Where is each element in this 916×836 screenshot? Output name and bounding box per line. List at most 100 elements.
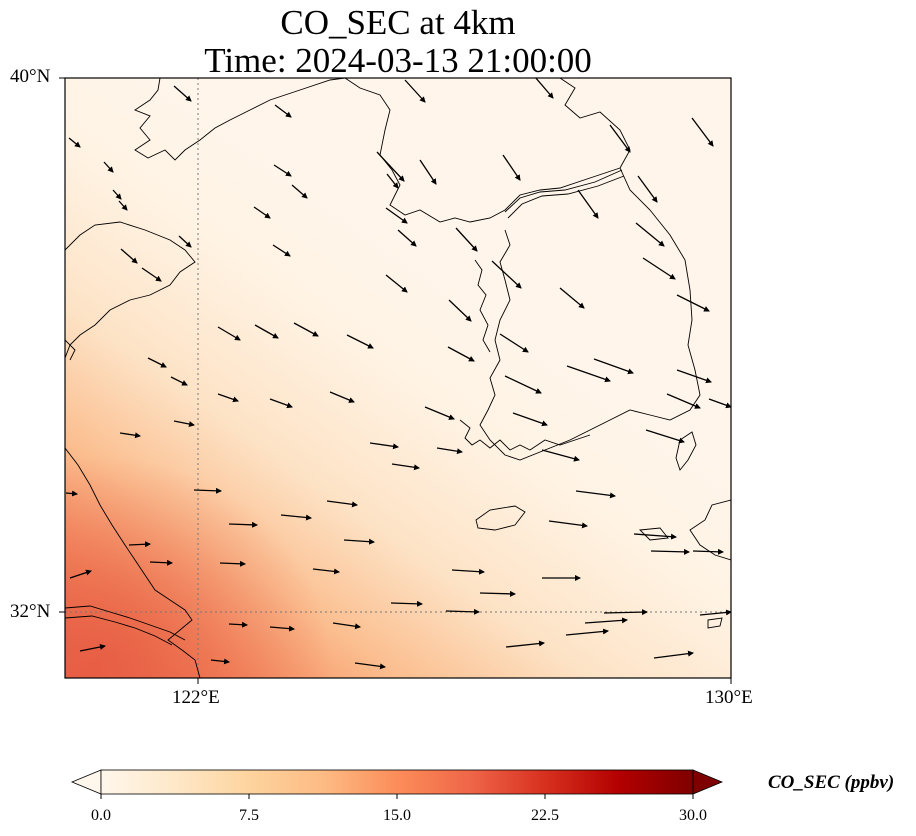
wind-vectors <box>65 78 731 670</box>
river-yalu <box>504 169 623 213</box>
wind-arrow <box>577 189 599 219</box>
wind-arrow <box>254 324 279 339</box>
wind-arrow <box>404 79 426 103</box>
lat-label-40: 40°N <box>10 66 51 87</box>
wind-arrow <box>445 608 480 615</box>
map-title-line1: CO_SEC at 4km <box>280 3 516 42</box>
wind-arrow <box>178 235 192 248</box>
coastline-jeju <box>475 505 526 531</box>
wind-arrow <box>120 248 138 264</box>
wind-arrow <box>593 358 634 375</box>
wind-arrow <box>343 538 375 545</box>
wind-arrow <box>291 184 308 199</box>
wind-arrow <box>645 429 685 444</box>
wind-arrow <box>565 628 609 636</box>
wind-arrow <box>676 294 710 312</box>
wind-arrow <box>386 173 399 189</box>
wind-arrow <box>385 274 408 293</box>
wind-arrow <box>269 625 295 632</box>
islands-korea-south <box>459 419 591 451</box>
wind-arrow <box>217 393 239 403</box>
wind-arrow <box>566 365 611 383</box>
coastline-liaodong <box>134 78 346 161</box>
wind-arrow <box>141 267 162 282</box>
wind-arrow <box>376 151 405 182</box>
wind-arrow <box>548 520 588 529</box>
coastline-shandong <box>65 339 76 361</box>
coastline-yangtze <box>65 605 186 641</box>
wind-arrow <box>603 609 648 616</box>
wind-arrow <box>642 257 676 280</box>
wind-arrow <box>219 560 246 567</box>
concentration-hotspot <box>65 78 731 678</box>
colorbar-tick-label-3: 22.5 <box>531 807 559 824</box>
wind-arrow <box>170 376 188 386</box>
wind-arrow <box>272 244 291 257</box>
wind-arrow <box>584 617 628 624</box>
wind-arrow <box>332 622 361 630</box>
wind-arrow <box>448 299 472 322</box>
wind-arrow <box>273 164 292 177</box>
wind-arrow <box>499 333 529 353</box>
wind-arrow <box>326 500 358 508</box>
wind-arrow <box>676 369 712 384</box>
wind-arrow <box>575 490 616 499</box>
wind-arrow <box>329 391 355 403</box>
colorbar-tick-label-2: 15.0 <box>383 807 411 824</box>
wind-arrow <box>455 227 478 252</box>
wind-arrow <box>637 175 658 203</box>
wind-arrow <box>635 222 665 247</box>
wind-arrow <box>436 447 463 455</box>
wind-arrow <box>193 487 222 494</box>
wind-arrow <box>119 432 141 439</box>
wind-arrow <box>633 533 677 540</box>
island-small-1 <box>707 617 723 629</box>
coastline-bohai <box>65 221 196 359</box>
wind-arrow <box>118 200 128 211</box>
coastline-china-east <box>65 447 201 678</box>
wind-arrow <box>699 609 731 616</box>
wind-arrow <box>228 521 258 528</box>
wind-arrow <box>68 137 81 148</box>
wind-arrow <box>173 85 192 102</box>
wind-arrow <box>708 398 731 409</box>
islands-korea-west <box>474 259 491 353</box>
colorbar-tick-label-0: 0.0 <box>91 807 111 824</box>
map-frame <box>64 77 732 679</box>
wind-arrow <box>390 600 423 607</box>
wind-arrow <box>269 398 293 409</box>
coastline-yangtze-2 <box>65 615 173 646</box>
lat-label-32: 32°N <box>10 601 51 622</box>
wind-arrow <box>293 322 319 337</box>
wind-arrow <box>541 449 580 462</box>
wind-arrow <box>274 104 292 118</box>
coastline-tsushima <box>675 431 697 471</box>
wind-arrow <box>505 640 545 648</box>
island-small-2 <box>639 527 669 541</box>
colorbar <box>70 769 724 799</box>
colorbar-extend-high <box>692 769 724 795</box>
wind-arrow <box>559 287 585 309</box>
wind-arrow <box>512 412 548 427</box>
colorbar-gradient <box>101 770 693 794</box>
wind-arrow <box>385 207 408 224</box>
wind-arrow <box>112 189 122 200</box>
wind-arrow <box>312 568 340 575</box>
wind-arrow <box>346 334 374 349</box>
wind-arrow <box>650 548 690 555</box>
wind-arrow <box>103 161 114 173</box>
wind-arrow <box>369 442 399 450</box>
wind-arrow <box>210 658 230 665</box>
colorbar-tick-label-1: 7.5 <box>239 807 259 824</box>
coastline-korea-east <box>479 167 701 461</box>
coastline-north-korea <box>344 78 621 223</box>
map-canvas <box>59 77 732 684</box>
wind-arrow <box>692 548 724 555</box>
wind-arrow <box>451 568 485 575</box>
wind-arrow <box>504 375 542 394</box>
colorbar-extend-low <box>70 769 102 795</box>
colorbar-tick-label-4: 30.0 <box>679 807 707 824</box>
map-title-line2: Time: 2024-03-13 21:00:00 <box>204 41 592 80</box>
wind-arrow <box>535 78 554 99</box>
lon-label-130: 130°E <box>705 687 753 708</box>
